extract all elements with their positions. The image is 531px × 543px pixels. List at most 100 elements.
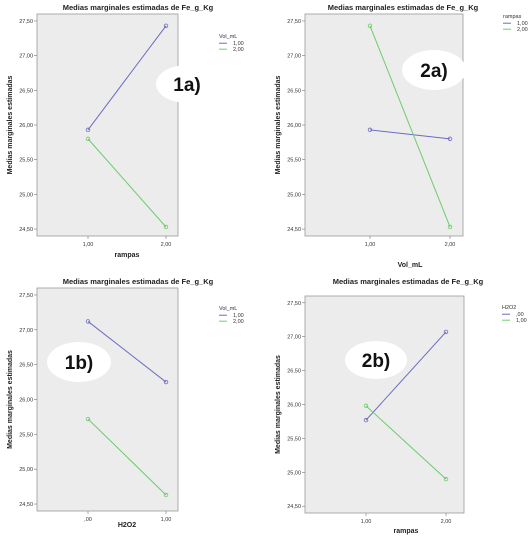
chart-panel-2b: Medias marginales estimadas de Fe_g_Kg Me… (268, 272, 531, 543)
legend-label: 1,00 (517, 21, 528, 27)
y-tick-label: 25,50 (19, 158, 33, 164)
chart-svg-1a: Medias marginales estimadas de Fe_g_Kg Me… (7, 3, 244, 259)
y-tick-label: 26,00 (287, 123, 301, 129)
panel-badge-label: 2a) (420, 61, 447, 82)
series-line-2 (365, 405, 447, 480)
data-point (447, 224, 453, 230)
panel-badge-label: 2b) (362, 351, 391, 372)
data-point (163, 23, 169, 28)
y-tick-label: 27,00 (19, 54, 33, 60)
data-point (367, 23, 373, 28)
data-point (85, 319, 91, 324)
legend-label: 2,00 (517, 27, 528, 33)
y-axis-label: Medias marginales estimadas (7, 75, 14, 174)
y-axis-label: Medias marginales estimadas (275, 355, 282, 454)
y-tick-label: 27,50 (287, 301, 301, 307)
y-tick-label: 27,50 (287, 19, 301, 25)
x-tick-label: 2,00 (441, 519, 452, 525)
data-point (443, 476, 449, 482)
legend-label: 1,00 (516, 318, 527, 324)
y-tick-label: 25,50 (287, 158, 301, 164)
legend-title: H2O2 (502, 305, 516, 311)
legend-label: 2,00 (233, 319, 244, 325)
series-line-2 (87, 138, 167, 228)
plot-area (36, 287, 179, 512)
x-axis-label: rampas (115, 252, 140, 259)
x-tick-label: 1,00 (161, 517, 172, 523)
x-axis-label: H2O2 (118, 522, 136, 529)
legend-label: 1,00 (233, 313, 244, 319)
data-point (163, 379, 169, 385)
x-axis-label: rampas (394, 528, 419, 535)
y-tick-label: 27,00 (287, 54, 301, 60)
x-tick-label: 1,00 (83, 242, 94, 248)
panel-badge-label: 1a) (173, 75, 200, 96)
data-point (443, 329, 449, 335)
chart-svg-2b: Medias marginales estimadas de Fe_g_Kg Me… (275, 277, 527, 535)
panel-badge-ellipse (402, 50, 466, 90)
series-line-1 (369, 129, 451, 140)
chart-title: Medias marginales estimadas de Fe_g_Kg (63, 277, 214, 286)
y-tick-label: 26,00 (19, 398, 33, 404)
legend-title: rampas (503, 14, 522, 20)
chart-title: Medias marginales estimadas de Fe_g_Kg (333, 277, 484, 286)
y-tick-label: 26,00 (287, 403, 301, 409)
y-tick-label: 24,50 (19, 502, 33, 508)
chart-svg-2a: Medias marginales estimadas de Fe_g_Kg Me… (275, 3, 528, 268)
x-tick-label: 2,00 (161, 242, 172, 248)
chart-panel-2a: Medias marginales estimadas de Fe_g_Kg Me… (268, 0, 531, 268)
panel-badge-ellipse (47, 342, 111, 382)
x-tick-label: 2,00 (445, 242, 456, 248)
y-tick-label: 25,50 (19, 432, 33, 438)
y-tick-label: 26,50 (19, 363, 33, 369)
data-point (363, 417, 369, 423)
data-point (85, 416, 91, 422)
x-tick-label: ,00 (84, 517, 92, 523)
legend-title: Vol_mL (219, 306, 237, 312)
series-line-1 (87, 25, 167, 131)
data-point (85, 136, 91, 142)
legend-label: 2,00 (233, 47, 244, 53)
y-tick-label: 24,50 (287, 504, 301, 510)
x-axis-label: Vol_mL (398, 262, 423, 268)
legend-title: Vol_mL (219, 34, 237, 40)
y-tick-label: 25,00 (19, 192, 33, 198)
plot-area (36, 13, 179, 237)
data-point (363, 403, 369, 409)
panel-badge-ellipse (156, 65, 218, 103)
y-tick-label: 26,50 (287, 88, 301, 94)
chart-title: Medias marginales estimadas de Fe_g_Kg (328, 3, 479, 12)
y-tick-label: 26,00 (19, 123, 33, 129)
y-tick-label: 25,50 (287, 436, 301, 442)
y-tick-label: 25,00 (19, 467, 33, 473)
chart-panel-1a: Medias marginales estimadas de Fe_g_Kg Me… (0, 0, 260, 268)
y-tick-label: 25,00 (287, 470, 301, 476)
y-tick-label: 26,50 (287, 369, 301, 375)
series-line-2 (87, 418, 167, 496)
legend-label: ,00 (516, 312, 524, 318)
legend-label: 1,00 (233, 41, 244, 47)
x-tick-label: 1,00 (365, 242, 376, 248)
y-tick-label: 24,50 (287, 227, 301, 233)
series-line-1 (87, 321, 167, 383)
panel-badge-label: 1b) (65, 353, 94, 374)
y-tick-label: 27,00 (19, 328, 33, 334)
chart-panel-1b: Medias marginales estimadas de Fe_g_Kg Me… (0, 272, 260, 543)
chart-title: Medias marginales estimadas de Fe_g_Kg (63, 3, 214, 12)
data-point (367, 127, 373, 133)
y-tick-label: 27,50 (19, 293, 33, 299)
series-line-2 (369, 25, 451, 228)
y-tick-label: 25,00 (287, 192, 301, 198)
panel-badge-ellipse (345, 341, 407, 379)
y-tick-label: 27,50 (19, 19, 33, 25)
plot-area (304, 295, 465, 514)
plot-area (304, 13, 464, 237)
y-tick-label: 27,00 (287, 335, 301, 341)
y-axis-label: Medias marginales estimadas (275, 75, 282, 174)
y-axis-label: Medias marginales estimadas (7, 350, 14, 449)
series-line-1 (365, 331, 447, 421)
chart-svg-1b: Medias marginales estimadas de Fe_g_Kg Me… (7, 277, 244, 529)
data-point (85, 127, 91, 133)
x-tick-label: 1,00 (361, 519, 372, 525)
data-point (163, 492, 169, 498)
